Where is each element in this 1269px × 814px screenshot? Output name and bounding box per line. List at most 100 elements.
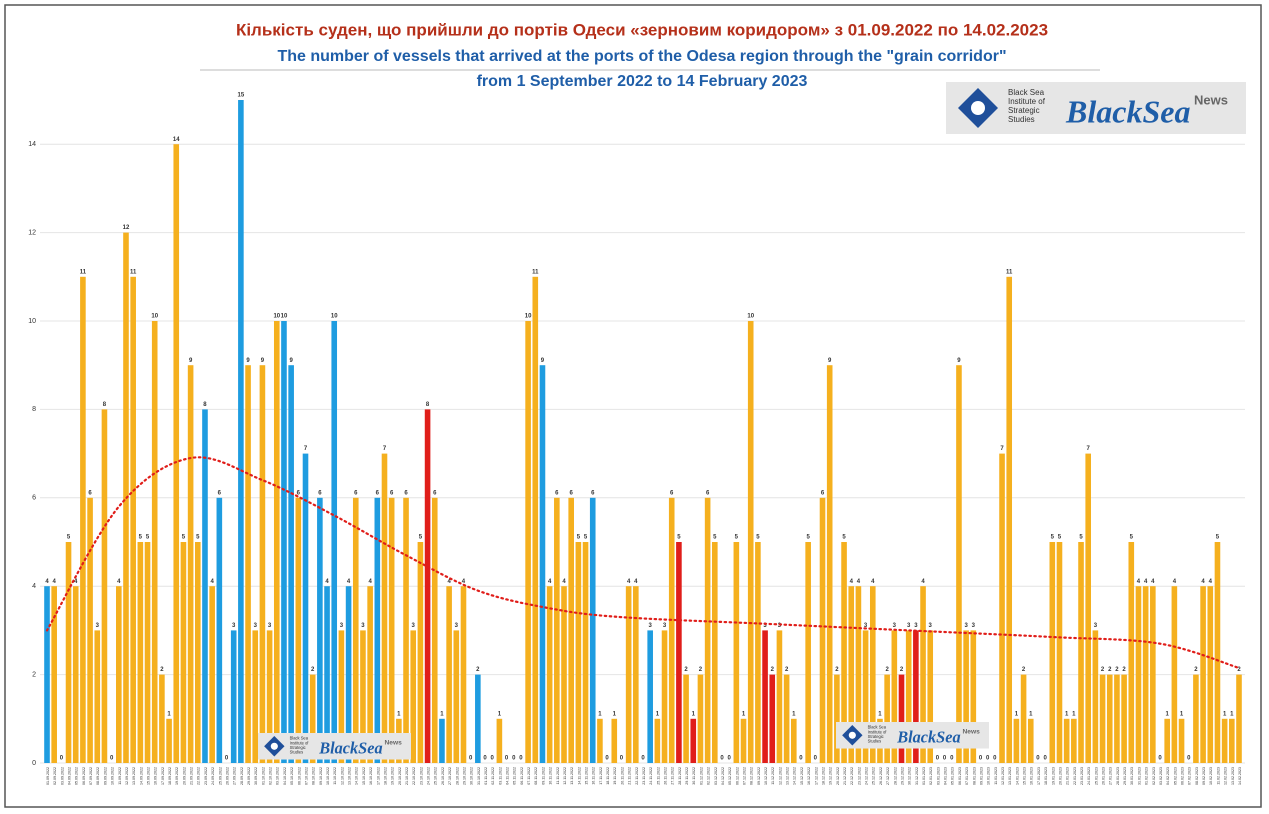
value-label: 4 — [850, 579, 854, 585]
bar — [51, 586, 57, 763]
value-label: 6 — [591, 490, 595, 496]
x-tick-label: 13.12.2022 — [786, 767, 790, 785]
value-label: 0 — [641, 756, 645, 762]
x-tick-label: 25.01.2023 — [1094, 767, 1098, 785]
x-tick-label: 04.01.2023 — [944, 767, 948, 785]
x-tick-label: 12.11.2022 — [563, 767, 567, 785]
value-label: 3 — [914, 623, 918, 629]
value-label: 2 — [699, 667, 703, 673]
value-label: 3 — [340, 623, 344, 629]
value-label: 10 — [273, 314, 280, 320]
logo-institute: Strategic — [1008, 106, 1040, 115]
value-label: 12 — [123, 225, 130, 231]
value-label: 0 — [1043, 756, 1047, 762]
value-label: 1 — [440, 711, 444, 717]
value-label: 1 — [1015, 711, 1019, 717]
value-label: 6 — [821, 490, 825, 496]
x-tick-label: 09.10.2022 — [319, 767, 323, 785]
value-label: 6 — [404, 490, 408, 496]
x-tick-label: 20.11.2022 — [620, 767, 624, 785]
bar — [410, 630, 417, 763]
bar — [431, 497, 438, 763]
bar — [826, 365, 833, 763]
bar — [475, 674, 481, 763]
x-tick-label: 31.12.2022 — [915, 767, 919, 785]
value-label: 3 — [907, 623, 911, 629]
value-label: 1 — [1223, 711, 1227, 717]
x-tick-label: 14.01.2023 — [1015, 767, 1019, 785]
bar — [1027, 718, 1034, 763]
x-tick-label: 11.12.2022 — [771, 767, 775, 785]
bar — [1164, 718, 1170, 763]
bar — [884, 674, 890, 763]
x-tick-label: 07.02.2023 — [1188, 767, 1192, 785]
value-label: 0 — [225, 756, 229, 762]
value-label: 4 — [368, 579, 372, 585]
x-tick-label: 04.09.2022 — [67, 767, 71, 785]
value-label: 2 — [900, 667, 904, 673]
x-tick-label: 22.10.2022 — [412, 767, 416, 785]
logo-institute: Institute of — [290, 740, 310, 745]
value-label: 0 — [814, 756, 818, 762]
value-label: 3 — [361, 623, 365, 629]
value-label: 1 — [1230, 711, 1234, 717]
x-tick-label: 22.11.2022 — [635, 767, 639, 785]
x-tick-label: 19.09.2022 — [175, 767, 179, 785]
value-label: 14 — [173, 137, 180, 143]
x-tick-label: 21.09.2022 — [190, 767, 194, 785]
value-label: 5 — [67, 535, 71, 541]
bar — [1006, 276, 1013, 763]
bar — [755, 542, 761, 763]
x-tick-label: 01.09.2022 — [46, 767, 50, 785]
bar — [568, 497, 574, 763]
value-label: 4 — [548, 579, 552, 585]
value-label: 9 — [246, 358, 250, 364]
value-label: 4 — [871, 579, 875, 585]
value-label: 10 — [151, 314, 158, 320]
bar — [956, 365, 962, 763]
value-label: 11 — [130, 269, 137, 275]
value-label: 6 — [390, 490, 394, 496]
x-tick-label: 26.10.2022 — [441, 767, 445, 785]
x-tick-label: 24.10.2022 — [427, 767, 431, 785]
value-label: 0 — [1187, 756, 1191, 762]
value-label: 0 — [1036, 756, 1040, 762]
x-tick-label: 23.10.2022 — [419, 767, 423, 785]
bar — [403, 497, 409, 763]
value-label: 4 — [74, 579, 78, 585]
x-tick-label: 06.01.2023 — [958, 767, 962, 785]
value-label: 1 — [878, 711, 882, 717]
x-tick-label: 03.10.2022 — [276, 767, 280, 785]
x-tick-label: 20.01.2023 — [1058, 767, 1062, 785]
x-tick-label: 25.11.2022 — [656, 767, 660, 785]
bar — [381, 453, 388, 763]
x-tick-label: 03.02.2023 — [1159, 767, 1163, 785]
bar — [166, 718, 172, 763]
bar — [582, 542, 589, 763]
value-label: 2 — [1237, 667, 1241, 673]
value-label: 0 — [620, 756, 624, 762]
value-label: 6 — [88, 490, 92, 496]
value-label: 0 — [505, 756, 509, 762]
bar — [1229, 718, 1235, 763]
bar — [704, 497, 711, 763]
value-label: 0 — [469, 756, 473, 762]
bar — [963, 630, 969, 763]
value-label: 4 — [1144, 579, 1148, 585]
bar — [712, 542, 718, 763]
bar — [116, 586, 122, 763]
bar — [999, 453, 1005, 763]
value-label: 0 — [519, 756, 523, 762]
value-label: 6 — [318, 490, 322, 496]
bar — [898, 674, 905, 763]
bar — [417, 542, 424, 763]
value-label: 0 — [512, 756, 516, 762]
bar — [180, 542, 187, 763]
y-tick-label: 10 — [28, 318, 36, 325]
x-tick-label: 10.11.2022 — [549, 767, 553, 785]
x-tick-label: 29.11.2022 — [685, 767, 689, 785]
bar — [72, 586, 79, 763]
bar — [1236, 674, 1242, 763]
x-tick-label: 03.11.2022 — [498, 767, 502, 785]
